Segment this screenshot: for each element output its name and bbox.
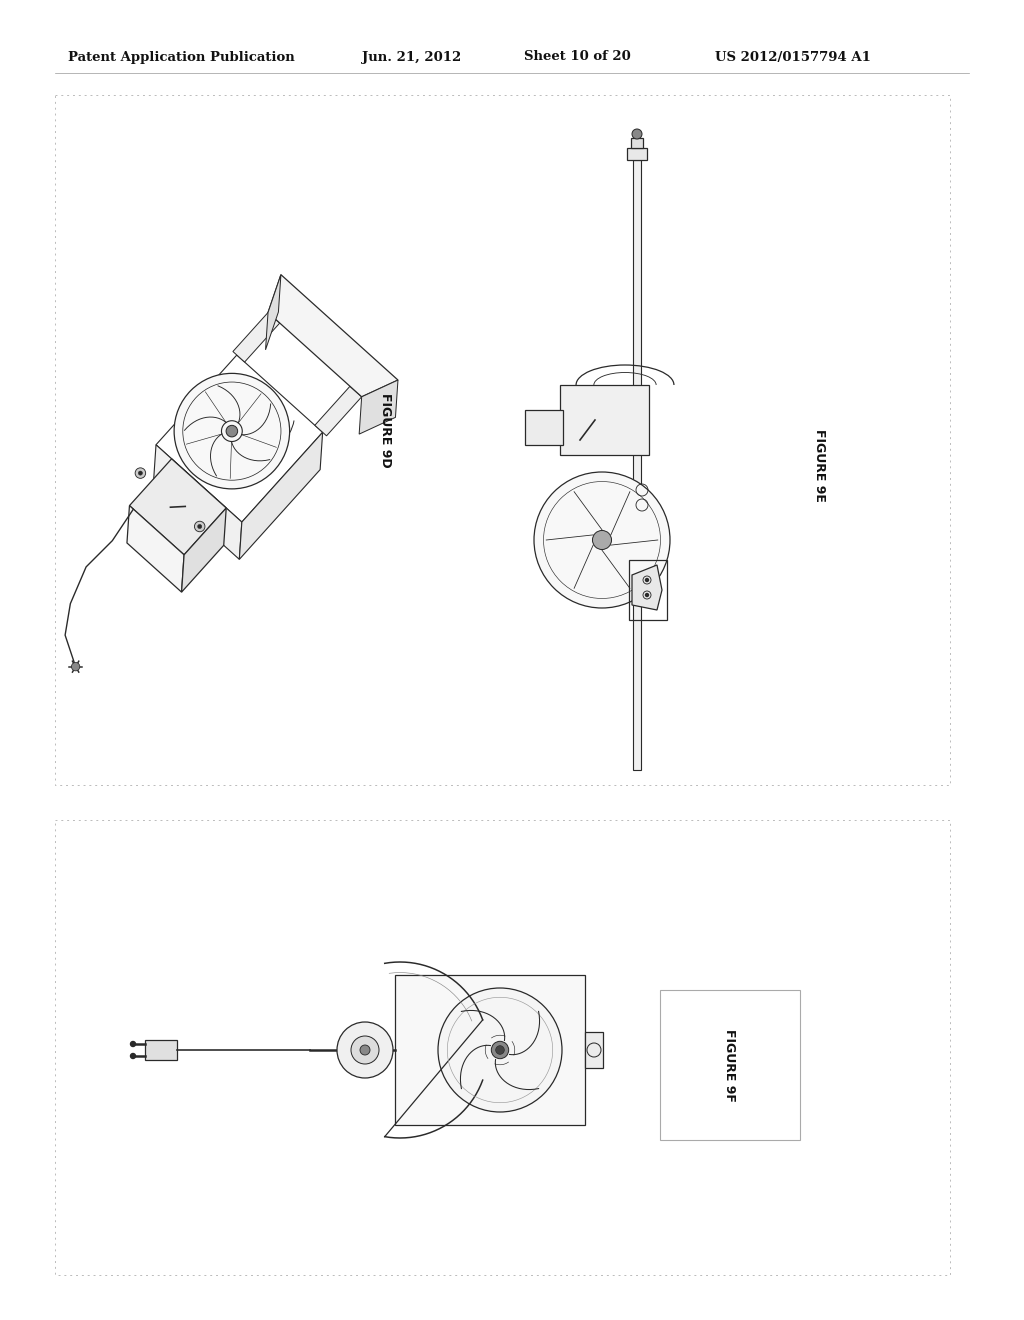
Polygon shape [181,508,226,593]
Circle shape [534,473,670,609]
Polygon shape [232,313,280,362]
Polygon shape [127,506,184,593]
Circle shape [135,467,145,478]
Text: Sheet 10 of 20: Sheet 10 of 20 [524,50,631,63]
Polygon shape [265,275,281,350]
Text: Patent Application Publication: Patent Application Publication [68,50,295,63]
Circle shape [645,594,648,597]
Polygon shape [314,387,361,436]
Bar [660,990,800,1140]
Polygon shape [129,459,226,554]
Bar [627,148,647,160]
Polygon shape [240,433,323,560]
Circle shape [351,1036,379,1064]
Bar [629,560,667,620]
Polygon shape [268,275,398,397]
Circle shape [645,578,648,582]
Bar [145,1040,177,1060]
Circle shape [138,471,142,475]
Bar [585,1032,603,1068]
Circle shape [198,524,202,528]
Circle shape [337,1022,393,1078]
Circle shape [360,1045,370,1055]
Circle shape [492,1041,509,1059]
Circle shape [130,1041,135,1047]
Bar [525,411,563,445]
Polygon shape [632,565,662,610]
Text: US 2012/0157794 A1: US 2012/0157794 A1 [715,50,870,63]
Circle shape [593,531,611,549]
Bar [560,385,649,455]
Circle shape [130,1053,135,1059]
Circle shape [174,374,290,488]
Circle shape [496,1045,505,1055]
Polygon shape [154,445,242,560]
Text: Jun. 21, 2012: Jun. 21, 2012 [362,50,461,63]
Polygon shape [359,380,398,434]
Circle shape [226,425,238,437]
Text: FIGURE 9F: FIGURE 9F [724,1028,736,1101]
Circle shape [632,129,642,139]
Text: FIGURE 9D: FIGURE 9D [379,392,391,467]
Circle shape [438,987,562,1111]
Circle shape [72,663,80,671]
Bar [633,160,641,770]
Bar [631,139,643,148]
Bar [395,975,585,1125]
Circle shape [195,521,205,532]
Text: FIGURE 9E: FIGURE 9E [813,429,826,502]
